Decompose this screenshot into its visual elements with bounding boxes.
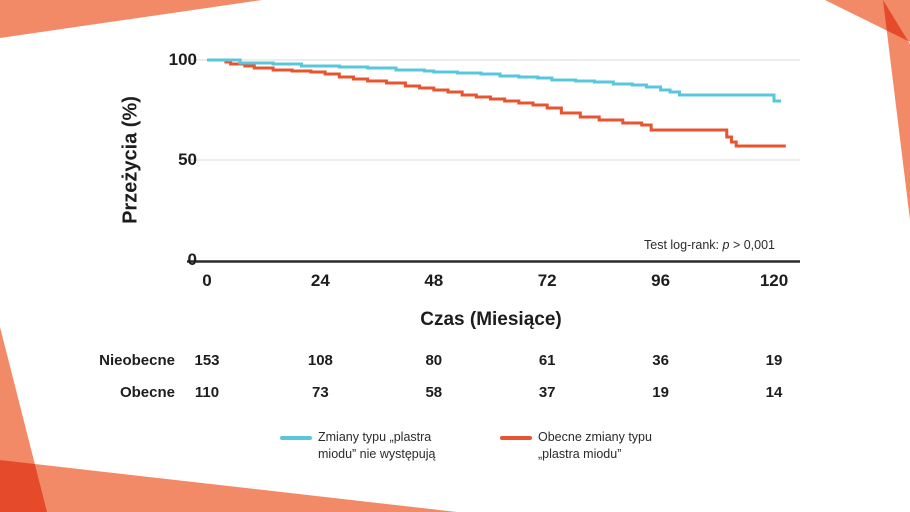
x-tick-label: 120: [759, 271, 789, 290]
risk-count-cell: 80: [425, 352, 443, 369]
legend-label: Obecne zmiany typu „plastra miodu”: [538, 429, 652, 463]
legend-label: Zmiany typu „plastra miodu” nie występuj…: [318, 429, 435, 463]
x-tick-label: 24: [310, 271, 330, 290]
x-axis-title: Czas (Miesiące): [420, 309, 562, 330]
risk-count-cell: 61: [538, 352, 556, 369]
y-tick-label: 0: [187, 250, 197, 269]
risk-count-cell: 19: [652, 384, 669, 401]
x-tick-label: 0: [202, 271, 212, 290]
risk-count-cell: 110: [194, 384, 220, 401]
p-symbol: p: [722, 238, 730, 252]
legend-label-line2: miodu” nie występują: [318, 447, 436, 461]
chart-legend: Zmiany typu „plastra miodu” nie występuj…: [0, 429, 910, 469]
risk-count-cell: 108: [307, 352, 333, 369]
x-tick-label: 72: [537, 271, 557, 290]
y-tick-label: 50: [178, 150, 197, 169]
legend-swatch-blue: [280, 436, 312, 440]
risk-count-cell: 58: [425, 384, 443, 401]
risk-table-row-present: Obecne 110 73 58 37 19 14: [0, 384, 910, 402]
risk-count-cell: 36: [652, 352, 669, 369]
x-tick-label: 96: [651, 271, 671, 290]
legend-swatch-red: [500, 436, 532, 440]
risk-count-cell: 14: [765, 384, 783, 401]
p-value-text: > 0,001: [729, 238, 775, 252]
legend-label-line1: Obecne zmiany typu: [538, 430, 652, 444]
survival-curve: [207, 58, 786, 148]
risk-count-cell: 153: [194, 352, 220, 369]
x-tick-label: 48: [424, 271, 444, 290]
survival-curve: [207, 58, 782, 103]
risk-count-cell: 73: [312, 384, 329, 401]
risk-row-label: Obecne: [119, 384, 175, 401]
risk-count-cell: 37: [538, 384, 556, 401]
legend-label-line2: „plastra miodu”: [538, 447, 622, 461]
log-rank-annotation: Test log-rank: p > 0,001: [475, 238, 775, 252]
risk-row-label: Nieobecne: [99, 352, 175, 369]
log-rank-text: Test log-rank:: [644, 238, 723, 252]
risk-table-row-absent: Nieobecne 153 108 80 61 36 19: [0, 352, 910, 370]
legend-label-line1: Zmiany typu „plastra: [318, 430, 432, 444]
risk-count-cell: 19: [765, 352, 783, 369]
y-tick-label: 100: [168, 50, 197, 69]
